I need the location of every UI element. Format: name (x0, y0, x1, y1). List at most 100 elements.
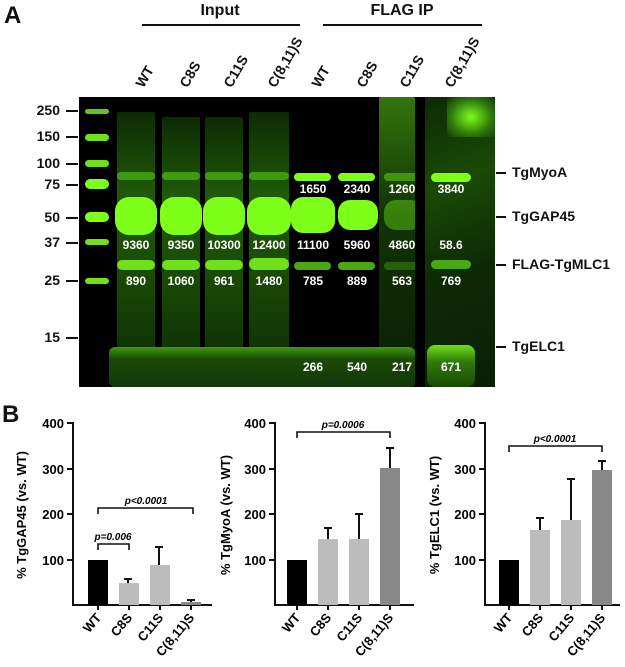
bar-c8s (530, 530, 550, 605)
y-tick-label: 200 (42, 507, 64, 522)
bar-c811s (592, 470, 612, 605)
ladder-band (85, 160, 109, 167)
mw-marker: 50 (44, 209, 60, 225)
lane-label: C11S (220, 52, 252, 90)
mw-marker: 100 (36, 155, 60, 171)
quant-value: 9350 (167, 238, 195, 252)
western-blot-last-lane: 3840 58.6 769 671 (425, 97, 495, 387)
lane-label: WT (308, 63, 333, 90)
quant-value: 11100 (296, 238, 330, 252)
ladder-band (85, 278, 109, 284)
bar-wt (499, 560, 519, 605)
ladder-band (85, 109, 109, 114)
quant-value: 890 (125, 274, 147, 288)
quant-value: 2340 (343, 182, 371, 196)
band-mlc1 (249, 258, 289, 270)
quant-value: 9360 (122, 238, 150, 252)
x-tick-label: C8S (108, 610, 136, 639)
y-tick-label: 100 (454, 553, 476, 568)
band-myoa (338, 173, 375, 181)
y-tick-label: 200 (454, 507, 476, 522)
lane-smear (249, 112, 289, 382)
quant-value: 58.6 (439, 238, 463, 252)
lane-smear (162, 117, 200, 382)
lane-label: C(8,11)S (264, 34, 306, 90)
y-axis-label: % TgMyoA (vs. WT) (218, 455, 233, 575)
quant-value: 540 (346, 360, 368, 374)
band-mlc1 (205, 260, 243, 270)
mw-marker: 75 (44, 176, 60, 192)
bar-c11s (150, 565, 170, 605)
lane-smear (205, 117, 243, 382)
mw-tick (66, 163, 78, 165)
quant-value: 785 (302, 274, 324, 288)
ladder-band (85, 239, 109, 245)
group-bracket-flag-ip (323, 24, 482, 26)
mw-marker: 15 (44, 329, 60, 345)
y-axis-label: % TgELC1 (vs. WT) (427, 456, 442, 574)
lane-label: C11S (396, 52, 428, 90)
quant-value: 10300 (207, 238, 241, 252)
lane-smear (425, 97, 495, 387)
mw-tick (66, 280, 78, 282)
quant-value: 671 (440, 360, 462, 374)
band-myoa (249, 172, 289, 180)
y-tick-label: 300 (244, 462, 266, 477)
chart-tggap45: 400 300 200 100 % TgGAP45 (vs. WT) p=0.0… (14, 416, 212, 659)
band-mlc1 (294, 262, 331, 270)
band-elc1 (109, 347, 415, 387)
mw-marker: 250 (36, 102, 60, 118)
y-axis-label: % TgGAP45 (vs. WT) (14, 451, 29, 579)
protein-label-myoa: TgMyoA (496, 164, 567, 180)
bar-c8s (119, 583, 139, 605)
ladder-band (85, 212, 109, 222)
quant-value: 5960 (343, 238, 371, 252)
band-gap45 (160, 197, 202, 235)
y-tick-label: 400 (42, 416, 64, 431)
quant-value: 4860 (388, 238, 415, 252)
quant-value: 1260 (388, 182, 415, 196)
band-myoa (162, 172, 200, 180)
quant-value: 563 (391, 274, 413, 288)
group-bracket-input (142, 24, 300, 26)
lane-label: C8S (176, 58, 204, 90)
quant-value: 266 (302, 360, 324, 374)
band-gap45 (203, 197, 245, 235)
sig-annotation: p<0.0001 (124, 496, 168, 507)
bar-wt (287, 560, 307, 605)
x-tick-label: C8S (307, 610, 335, 639)
quant-value: 889 (346, 274, 368, 288)
band-myoa (117, 172, 155, 180)
bar-wt (88, 560, 108, 605)
x-tick-label: C8S (519, 610, 547, 639)
x-tick-label: WT (491, 610, 516, 635)
y-tick-label: 400 (454, 416, 476, 431)
band-myoa (205, 172, 243, 180)
bar-c8s (318, 539, 338, 605)
mw-tick (66, 136, 78, 138)
chart-tgmyoa: 400 300 200 100 % TgMyoA (vs. WT) p=0.00… (218, 416, 414, 659)
quant-value: 1650 (299, 182, 327, 196)
y-tick-label: 100 (42, 553, 64, 568)
quant-value: 1480 (255, 274, 283, 288)
y-tick-label: 200 (244, 507, 266, 522)
mw-tick (66, 217, 78, 219)
band-gap45 (291, 197, 335, 233)
quant-value: 217 (391, 360, 413, 374)
bar-c11s (561, 520, 581, 605)
y-tick-label: 300 (454, 462, 476, 477)
mw-marker: 25 (44, 272, 60, 288)
bar-c811s (181, 602, 201, 605)
lane-label: WT (132, 63, 157, 90)
mw-tick (66, 184, 78, 186)
band-gap45 (247, 197, 291, 235)
chart-tgelc1: 400 300 200 100 % TgELC1 (vs. WT) p<0.00… (427, 416, 620, 659)
band-myoa (294, 173, 331, 181)
mw-tick (66, 242, 78, 244)
lane-label: C(8,11)S (441, 34, 483, 90)
x-tick-label: WT (80, 610, 105, 635)
lane-smear (117, 112, 155, 382)
sig-annotation: p<0.0001 (533, 434, 577, 445)
band-mlc1 (117, 260, 155, 270)
band-mlc1 (431, 260, 471, 269)
